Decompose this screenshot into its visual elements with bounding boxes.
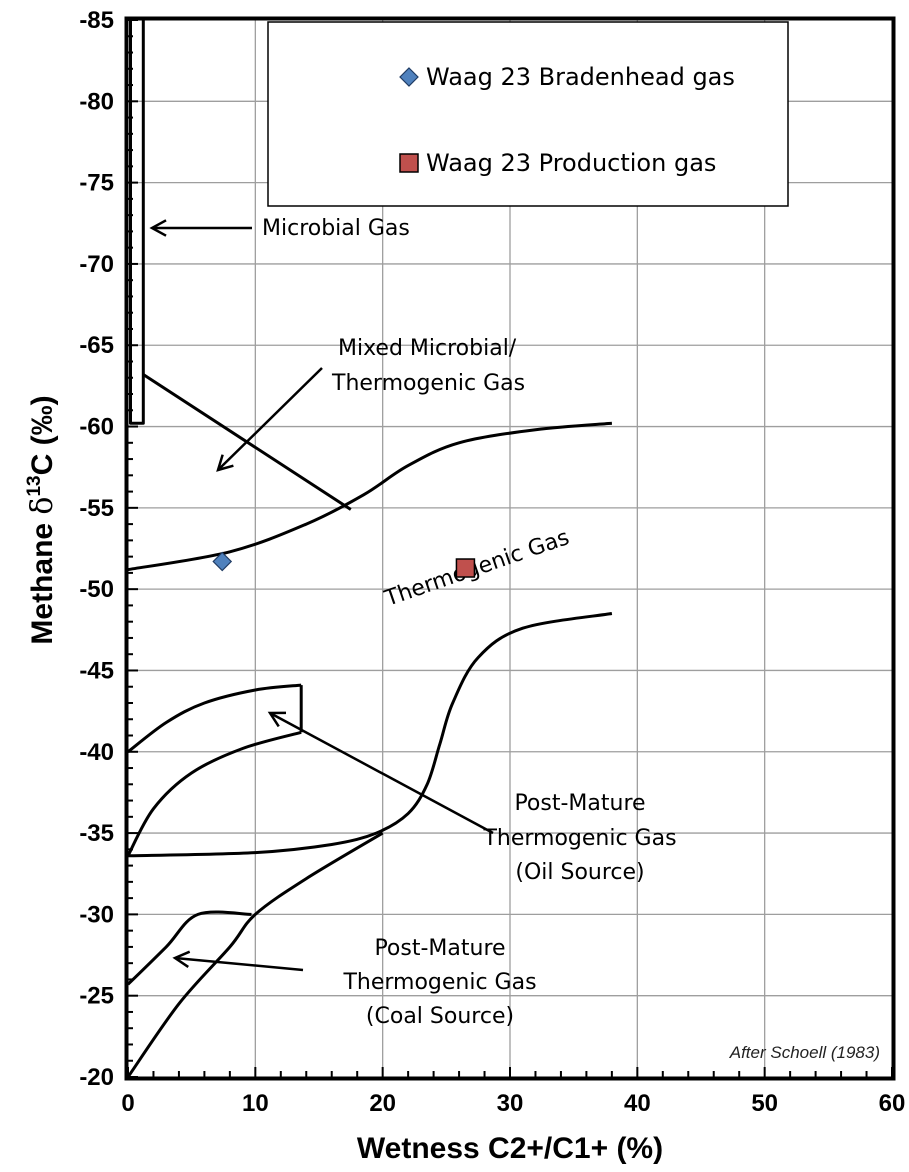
annotation-mixed-line1: Mixed Microbial/ [338, 336, 517, 361]
credit-text: After Schoell (1983) [729, 1043, 880, 1062]
coal-source-upper-boundary [126, 910, 252, 986]
y-tick-label: -80 [79, 88, 114, 115]
y-axis-title: Methane δ13C (‰) [24, 395, 60, 644]
y-tick-label: -25 [79, 983, 114, 1010]
thermogenic-lower-boundary [127, 612, 613, 858]
x-tick-label: 0 [121, 1090, 134, 1117]
x-tick-label: 10 [242, 1090, 269, 1117]
annotation-coal-line2: Thermogenic Gas [342, 970, 536, 995]
x-axis-title: Wetness C2+/C1+ (%) [357, 1132, 663, 1165]
annotation-coal-line1: Post-Mature [374, 936, 505, 961]
y-tick-label: -70 [79, 251, 114, 278]
y-tick-label: -45 [79, 657, 114, 684]
legend-marker-square [399, 153, 419, 173]
legend-marker-diamond [399, 67, 419, 87]
legend-label-bradenhead: Waag 23 Bradenhead gas [426, 63, 735, 91]
y-tick-label: -85 [79, 7, 114, 34]
y-tick-label: -75 [79, 170, 114, 197]
annotation-coal-line3: (Coal Source) [366, 1004, 514, 1029]
y-tick-label: -65 [79, 332, 114, 359]
annotation-oil-line1: Post-Mature [514, 791, 645, 816]
y-tick-label: -50 [79, 576, 114, 603]
coal-source-lower-boundary [126, 831, 384, 1078]
x-tick-label: 60 [879, 1090, 906, 1117]
y-tick-label: -55 [79, 495, 114, 522]
annotation-oil-line3: (Oil Source) [515, 860, 644, 885]
thermogenic-upper-boundary [127, 421, 613, 572]
arrow-mixed-head [216, 454, 234, 472]
microbial-gas-boundary [129, 20, 145, 425]
x-tick-label: 50 [751, 1090, 778, 1117]
oil-source-upper-boundary [127, 683, 302, 753]
y-axis-title-sup: 13 [24, 475, 45, 496]
arrow-oil-head [267, 711, 287, 728]
axis-tick-labels: 0 10 20 30 40 50 60 -20 -25 -30 -35 -40 -45 -50 -55 -60… [79, 7, 905, 1117]
arrow-coal-line [174, 956, 304, 972]
legend: Waag 23 Bradenhead gas Waag 23 Productio… [267, 21, 789, 207]
axis-tick-marks [127, 19, 893, 1078]
y-tick-label: -35 [79, 820, 114, 847]
y-tick-label: -30 [79, 901, 114, 928]
data-point-bradenhead [212, 551, 233, 572]
x-tick-label: 40 [624, 1090, 651, 1117]
data-point-production [455, 558, 476, 578]
y-tick-label: -20 [79, 1064, 114, 1091]
arrow-coal-head [172, 950, 191, 968]
legend-label-production: Waag 23 Production gas [426, 149, 716, 177]
arrow-microbial-head [149, 219, 167, 237]
y-axis-title-main: Methane [26, 515, 59, 645]
data-markers [212, 551, 476, 578]
legend-box [267, 21, 789, 207]
annotation-oil-line2: Thermogenic Gas [482, 826, 676, 851]
y-tick-label: -60 [79, 414, 114, 441]
plot-frame [124, 16, 896, 1081]
arrow-mixed-line [217, 367, 323, 471]
annotation-arrows [149, 219, 494, 972]
annotation-thermogenic-gas: Thermogenic Gas [381, 525, 573, 612]
y-axis-title-unit: C (‰) [26, 395, 59, 475]
x-tick-label: 20 [369, 1090, 396, 1117]
x-tick-label: 30 [497, 1090, 524, 1117]
oil-source-lower-boundary [126, 730, 302, 857]
annotation-mixed-line2: Thermogenic Gas [331, 371, 525, 396]
y-tick-label: -40 [79, 739, 114, 766]
y-axis-title-delta: δ [25, 497, 60, 515]
boundary-curves [126, 20, 613, 1078]
annotation-microbial-gas: Microbial Gas [262, 216, 410, 241]
arrow-oil-line [269, 711, 494, 835]
